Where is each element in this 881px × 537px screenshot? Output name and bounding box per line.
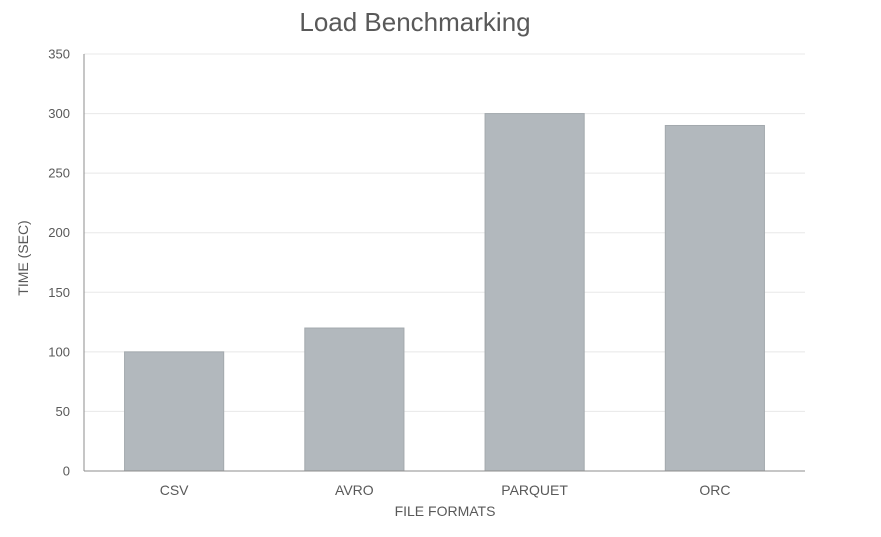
y-tick-label: 350 bbox=[48, 47, 70, 62]
bar-avro bbox=[304, 327, 405, 472]
chart-title: Load Benchmarking bbox=[299, 7, 530, 37]
y-tick-labels: 0 50 100 150 200 250 300 350 bbox=[48, 47, 70, 479]
x-tick-label: PARQUET bbox=[501, 482, 568, 498]
x-tick-label: ORC bbox=[699, 482, 730, 498]
bar-csv bbox=[124, 351, 225, 472]
x-tick-label: AVRO bbox=[335, 482, 374, 498]
bars bbox=[124, 113, 765, 472]
y-tick-label: 100 bbox=[48, 344, 70, 359]
y-tick-label: 200 bbox=[48, 225, 70, 240]
y-axis-title: TIME (SEC) bbox=[15, 220, 31, 295]
y-tick-label: 50 bbox=[56, 404, 70, 419]
x-tick-label: CSV bbox=[160, 482, 189, 498]
x-axis-title: FILE FORMATS bbox=[395, 503, 496, 519]
x-tick-labels: CSV AVRO PARQUET ORC bbox=[160, 482, 731, 498]
y-tick-label: 0 bbox=[63, 464, 70, 479]
y-tick-label: 150 bbox=[48, 285, 70, 300]
y-tick-label: 250 bbox=[48, 166, 70, 181]
bar-parquet bbox=[484, 113, 585, 472]
y-tick-label: 300 bbox=[48, 106, 70, 121]
bar-orc bbox=[664, 124, 765, 472]
axes bbox=[83, 54, 805, 472]
